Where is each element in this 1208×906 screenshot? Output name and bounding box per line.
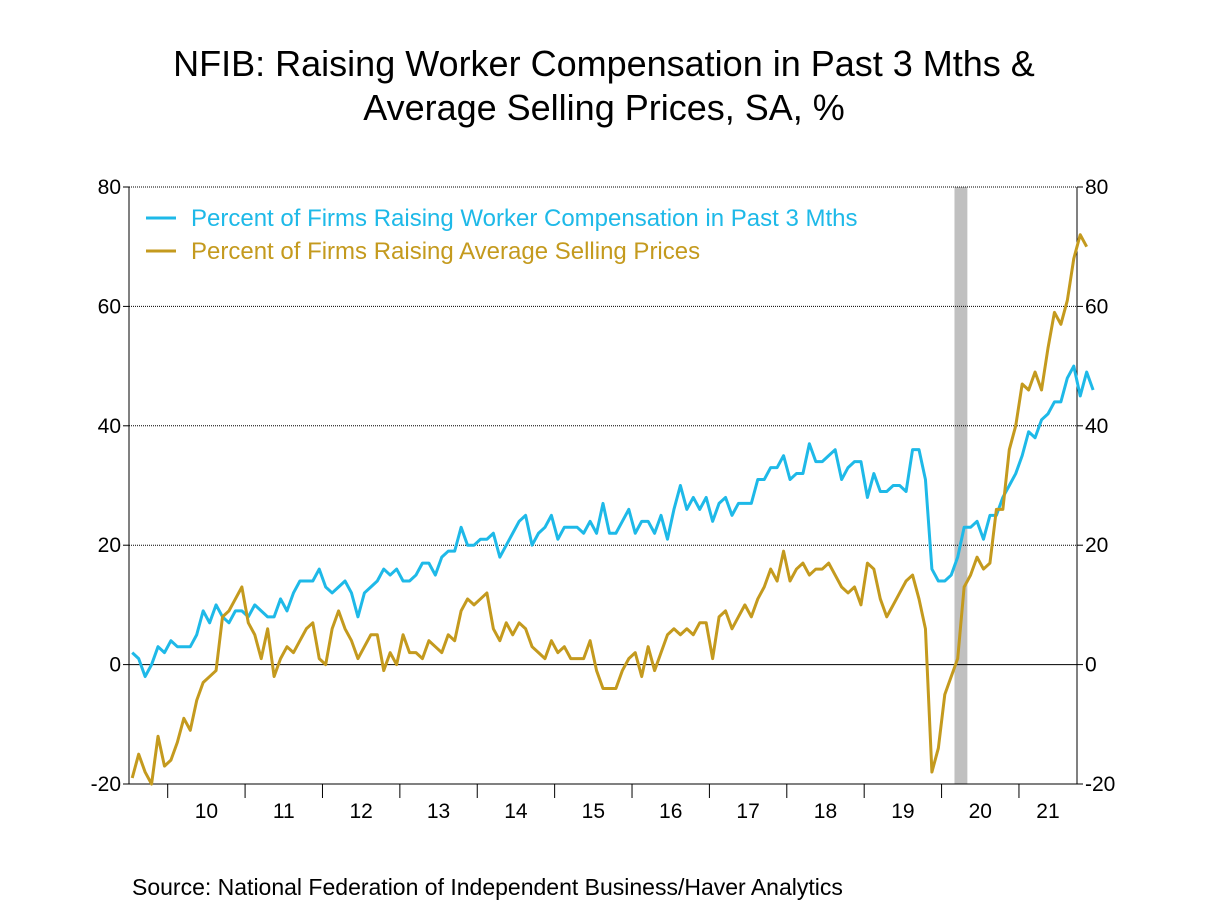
y-tick-label-right: 80	[1085, 176, 1108, 199]
y-tick-label-right: 0	[1085, 654, 1097, 677]
y-tick-label-left: 80	[98, 176, 121, 199]
y-tick-label-left: 40	[98, 415, 121, 438]
legend-prices-label: Percent of Firms Raising Average Selling…	[191, 238, 700, 265]
x-tick-label: 19	[891, 800, 914, 823]
x-tick-label: 10	[195, 800, 218, 823]
source-note: Source: National Federation of Independe…	[132, 874, 843, 900]
x-tick-label: 17	[736, 800, 759, 823]
x-tick-label: 11	[273, 800, 295, 823]
legend-compensation-label: Percent of Firms Raising Worker Compensa…	[191, 205, 857, 232]
y-tick-label-left: 0	[109, 654, 121, 677]
chart-title-line2: Average Selling Prices, SA, %	[363, 87, 845, 128]
y-tick-label-left: -20	[91, 773, 121, 796]
x-tick-label: 18	[814, 800, 837, 823]
chart-title: NFIB: Raising Worker Compensation in Pas…	[0, 42, 1208, 130]
x-tick-label: 15	[582, 800, 605, 823]
x-tick-label: 20	[969, 800, 992, 823]
y-tick-label-right: 60	[1085, 295, 1108, 318]
y-tick-label-right: -20	[1085, 773, 1115, 796]
x-tick-label: 14	[504, 800, 528, 823]
chart-title-line1: NFIB: Raising Worker Compensation in Pas…	[173, 43, 1035, 84]
x-tick-label: 13	[427, 800, 450, 823]
y-tick-label-right: 20	[1085, 534, 1108, 557]
y-tick-label-left: 60	[98, 295, 121, 318]
y-tick-label-right: 40	[1085, 415, 1108, 438]
x-tick-label: 16	[659, 800, 682, 823]
recession-shading	[954, 187, 968, 784]
y-tick-label-left: 20	[98, 534, 121, 557]
compensation-series-line	[131, 364, 1095, 679]
x-tick-label: 12	[349, 800, 372, 823]
x-tick-label: 21	[1036, 800, 1059, 823]
prices-series-line	[130, 233, 1088, 786]
